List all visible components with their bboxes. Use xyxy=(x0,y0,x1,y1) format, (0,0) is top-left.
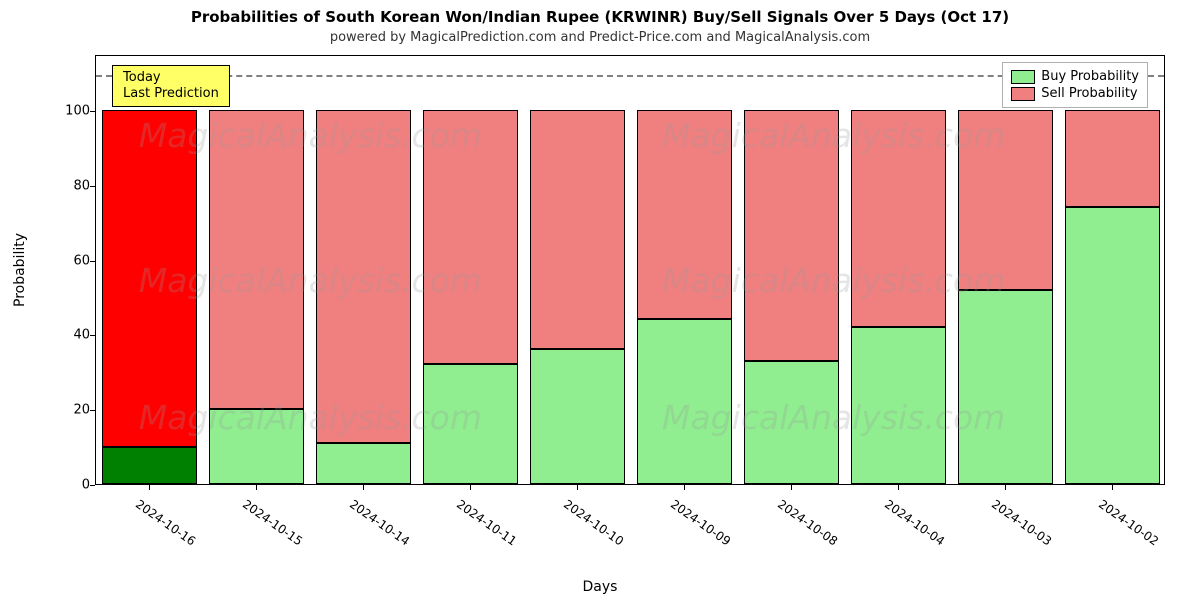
chart-title: Probabilities of South Korean Won/Indian… xyxy=(0,8,1200,26)
x-tick-label: 2024-10-04 xyxy=(881,497,946,548)
x-axis-label: Days xyxy=(583,579,618,595)
today-callout: Today Last Prediction xyxy=(112,65,230,108)
bar-group xyxy=(102,110,196,484)
plot-area: MagicalAnalysis.comMagicalAnalysis.comMa… xyxy=(95,55,1165,485)
bar-group xyxy=(851,110,945,484)
x-tick-label: 2024-10-09 xyxy=(667,497,732,548)
x-tick-mark xyxy=(791,485,792,490)
bar-group xyxy=(958,110,1052,484)
bar-group xyxy=(316,110,410,484)
callout-line-2: Last Prediction xyxy=(123,86,219,102)
bar-group xyxy=(530,110,624,484)
sell-bar xyxy=(851,110,945,327)
callout-line-1: Today xyxy=(123,70,219,86)
legend-swatch xyxy=(1011,70,1035,84)
y-tick-mark xyxy=(90,485,95,486)
bar-group xyxy=(209,110,303,484)
sell-bar xyxy=(423,110,517,364)
buy-bar xyxy=(851,327,945,484)
sell-bar xyxy=(102,110,196,447)
y-axis-label: Probability xyxy=(12,233,28,307)
buy-bar xyxy=(423,364,517,484)
y-tick-label: 100 xyxy=(60,104,90,119)
y-tick-label: 60 xyxy=(60,253,90,268)
bar-group xyxy=(1065,110,1159,484)
x-tick-label: 2024-10-08 xyxy=(774,497,839,548)
x-tick-label: 2024-10-14 xyxy=(346,497,411,548)
buy-bar xyxy=(958,290,1052,484)
x-tick-mark xyxy=(1112,485,1113,490)
x-tick-label: 2024-10-11 xyxy=(453,497,518,548)
legend-label: Sell Probability xyxy=(1041,86,1137,101)
x-tick-mark xyxy=(1005,485,1006,490)
x-tick-label: 2024-10-10 xyxy=(560,497,625,548)
chart-container: Probabilities of South Korean Won/Indian… xyxy=(0,0,1200,600)
legend-label: Buy Probability xyxy=(1041,69,1139,84)
legend-swatch xyxy=(1011,87,1035,101)
x-tick-mark xyxy=(363,485,364,490)
sell-bar xyxy=(744,110,838,361)
x-tick-mark xyxy=(470,485,471,490)
x-tick-label: 2024-10-02 xyxy=(1095,497,1160,548)
chart-subtitle: powered by MagicalPrediction.com and Pre… xyxy=(0,30,1200,45)
x-tick-mark xyxy=(256,485,257,490)
x-tick-label: 2024-10-03 xyxy=(988,497,1053,548)
y-tick-label: 40 xyxy=(60,328,90,343)
sell-bar xyxy=(209,110,303,409)
x-tick-mark xyxy=(149,485,150,490)
x-tick-label: 2024-10-15 xyxy=(239,497,304,548)
sell-bar xyxy=(637,110,731,319)
bar-group xyxy=(637,110,731,484)
sell-bar xyxy=(1065,110,1159,207)
legend: Buy Probability Sell Probability xyxy=(1002,62,1148,108)
buy-bar xyxy=(744,361,838,484)
x-tick-mark xyxy=(898,485,899,490)
buy-bar xyxy=(102,447,196,484)
y-tick-label: 0 xyxy=(60,478,90,493)
bar-group xyxy=(423,110,517,484)
buy-bar xyxy=(316,443,410,484)
buy-bar xyxy=(1065,207,1159,484)
buy-bar xyxy=(530,349,624,484)
legend-item: Buy Probability xyxy=(1011,68,1139,85)
bars-layer xyxy=(96,56,1164,484)
sell-bar xyxy=(316,110,410,443)
y-tick-label: 20 xyxy=(60,403,90,418)
buy-bar xyxy=(637,319,731,484)
x-tick-mark xyxy=(577,485,578,490)
x-tick-mark xyxy=(684,485,685,490)
y-tick-label: 80 xyxy=(60,178,90,193)
x-tick-label: 2024-10-16 xyxy=(132,497,197,548)
sell-bar xyxy=(958,110,1052,289)
legend-item: Sell Probability xyxy=(1011,85,1139,102)
sell-bar xyxy=(530,110,624,349)
buy-bar xyxy=(209,409,303,484)
bar-group xyxy=(744,110,838,484)
